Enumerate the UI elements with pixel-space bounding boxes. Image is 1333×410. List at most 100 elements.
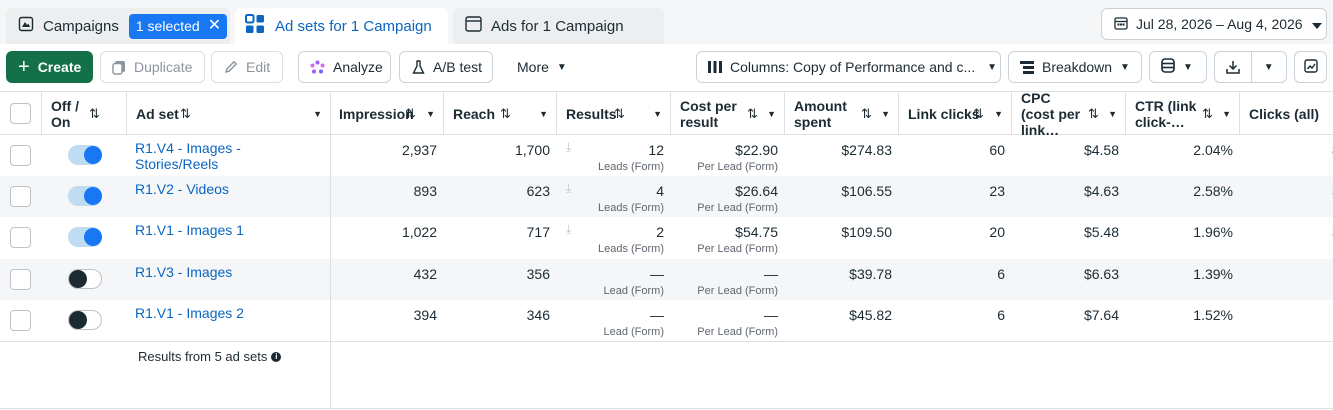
info-icon[interactable]: i <box>271 351 282 362</box>
row-checkbox[interactable] <box>10 186 31 208</box>
sort-icon[interactable]: ⇅ <box>861 105 872 121</box>
download-leads-icon[interactable]: ⤓ <box>566 181 572 196</box>
cell-value: 1,022 <box>401 224 437 241</box>
select-all-checkbox[interactable] <box>10 103 31 124</box>
chevron-down-icon: ▼ <box>1120 61 1130 73</box>
row-checkbox[interactable] <box>10 145 31 166</box>
row-checkbox[interactable] <box>10 227 31 249</box>
chevron-down-icon[interactable]: ▼ <box>1250 52 1287 82</box>
chevron-down-icon[interactable]: ▼ <box>1222 108 1231 119</box>
cell-value: 6 <box>997 306 1005 323</box>
chevron-down-icon[interactable]: ▼ <box>767 108 776 119</box>
sort-icon[interactable]: ⇅ <box>405 105 416 121</box>
toolbar: + Create Duplicate Edit Analyze A/B test… <box>0 44 1333 92</box>
sort-icon[interactable]: ⇅ <box>614 105 625 121</box>
header-results[interactable]: Results ⇅ ▼ <box>557 92 671 135</box>
cell-impressions: 893 <box>330 176 437 217</box>
chevron-down-icon[interactable]: ▼ <box>653 108 662 119</box>
breakdown-dropdown[interactable]: Breakdown ▼ <box>1008 51 1142 83</box>
create-label: Create <box>37 59 82 75</box>
cell-spent: $106.55 <box>785 176 892 217</box>
table-row[interactable]: R1.V3 - Images 432 356 — Lead (Form) — Per Lea… <box>0 258 1333 300</box>
chevron-down-icon[interactable]: ▼ <box>426 108 435 119</box>
header-impressions[interactable]: Impression ⇅ ▼ <box>330 92 444 135</box>
analyze-button[interactable]: Analyze <box>298 51 391 83</box>
chevron-down-icon: ▼ <box>987 61 998 73</box>
cell-value: 346 <box>526 306 550 323</box>
header-results-label: Results <box>566 105 617 122</box>
delivery-toggle[interactable] <box>68 268 102 289</box>
header-cost-per-result[interactable]: Cost per result ⇅ ▼ <box>671 92 785 135</box>
download-leads-icon[interactable]: ⤓ <box>566 222 572 237</box>
header-link-clicks[interactable]: Link clicks ⇅ ▼ <box>899 92 1012 135</box>
header-clicks-all[interactable]: Clicks (all) <box>1240 92 1333 135</box>
chevron-down-icon[interactable]: ▼ <box>313 108 322 119</box>
chevron-down-icon[interactable]: ▼ <box>881 108 890 119</box>
view-options-dropdown[interactable]: ▼ <box>1149 51 1207 83</box>
cell-value: $22.90 <box>735 142 778 158</box>
edit-button[interactable]: Edit <box>211 51 283 83</box>
ab-test-button[interactable]: A/B test <box>399 51 493 83</box>
adset-name-link[interactable]: R1.V4 - Images - Stories/Reels <box>135 140 241 172</box>
header-ad-set[interactable]: Ad set ⇅ ▼ <box>127 92 331 135</box>
cell-value: 2.58% <box>1193 183 1233 200</box>
sort-icon[interactable]: ⇅ <box>89 105 100 121</box>
date-range-picker[interactable]: Jul 28, 2026 – Aug 4, 2026 <box>1101 8 1327 40</box>
tab-campaigns[interactable]: Campaigns 1 selected ✕ <box>6 8 230 44</box>
sort-icon[interactable]: ⇅ <box>973 105 984 121</box>
results-summary-label: Results from 5 ad sets <box>138 349 268 364</box>
adset-name-link[interactable]: R1.V2 - Videos <box>135 181 229 198</box>
header-cpc-label: CPC (cost per link… <box>1021 89 1081 138</box>
clear-selection-icon[interactable]: ✕ <box>207 17 222 34</box>
cell-clicks-all: 3 <box>1240 217 1333 258</box>
duplicate-label: Duplicate <box>134 59 193 75</box>
sort-icon[interactable]: ⇅ <box>1202 105 1213 121</box>
selected-filter-pill[interactable]: 1 selected ✕ <box>128 13 228 39</box>
download-leads-icon[interactable]: ⤓ <box>566 140 572 154</box>
adset-name-link[interactable]: R1.V1 - Images 2 <box>135 304 244 321</box>
table-row[interactable]: R1.V1 - Images 1 ⤓ 1,022 717 2 Leads (Form) $5… <box>0 217 1333 258</box>
sort-icon[interactable]: ⇅ <box>1088 105 1099 121</box>
cell-subtext: Per Lead (Form) <box>697 243 778 256</box>
header-reach[interactable]: Reach ⇅ ▼ <box>444 92 557 135</box>
header-ctr[interactable]: CTR (link click-… ⇅ ▼ <box>1126 92 1240 135</box>
delivery-toggle[interactable] <box>68 227 102 248</box>
table-row[interactable]: R1.V1 - Images 2 394 346 — Lead (Form) — Per L… <box>0 300 1333 341</box>
delivery-toggle[interactable] <box>68 145 102 165</box>
table-row[interactable]: R1.V4 - Images - Stories/Reels ⤓ 2,937 1,70… <box>0 135 1333 176</box>
download-icon[interactable] <box>1215 52 1251 82</box>
table-row[interactable]: R1.V2 - Videos ⤓ 893 623 4 Leads (Form) $26.64… <box>0 176 1333 218</box>
sort-icon[interactable]: ⇅ <box>180 105 191 121</box>
breakdown-label: Breakdown <box>1042 59 1113 75</box>
adsets-table: Off / On ⇅ Ad set ⇅ ▼ Impression ⇅ ▼ Rea… <box>0 89 1333 410</box>
header-off-on[interactable]: Off / On ⇅ <box>42 92 127 135</box>
row-checkbox[interactable] <box>10 309 31 331</box>
header-amount-spent[interactable]: Amount spent ⇅ ▼ <box>785 92 899 135</box>
cell-reach: 717 <box>444 217 550 258</box>
selected-count: 1 selected <box>135 18 200 34</box>
cell-results: — Lead (Form) <box>557 300 664 341</box>
adset-name-link[interactable]: R1.V3 - Images <box>135 263 233 280</box>
tab-adsets[interactable]: Ad sets for 1 Campaign <box>235 8 448 44</box>
delivery-toggle[interactable] <box>68 309 102 330</box>
sort-icon[interactable]: ⇅ <box>500 105 511 121</box>
adset-name-link[interactable]: R1.V1 - Images 1 <box>135 222 244 239</box>
cell-subtext: Per Lead (Form) <box>697 202 778 215</box>
chevron-down-icon[interactable]: ▼ <box>539 108 548 119</box>
row-checkbox[interactable] <box>10 268 31 290</box>
columns-dropdown[interactable]: Columns: Copy of Performance and c... ▼ <box>696 51 1001 83</box>
header-cpc[interactable]: CPC (cost per link… ⇅ ▼ <box>1012 89 1126 138</box>
chevron-down-icon[interactable]: ▼ <box>1108 108 1117 119</box>
cell-ctr: 2.58% <box>1126 176 1233 217</box>
create-button[interactable]: + Create <box>6 51 93 83</box>
reports-button[interactable] <box>1294 51 1327 83</box>
header-clicks-all-label: Clicks (all) <box>1249 105 1320 122</box>
chevron-down-icon[interactable]: ▼ <box>994 108 1003 119</box>
tab-ads[interactable]: Ads for 1 Campaign <box>453 8 664 44</box>
more-button[interactable]: More ▼ <box>503 51 581 83</box>
delivery-toggle[interactable] <box>68 186 102 207</box>
duplicate-button[interactable]: Duplicate <box>100 51 205 83</box>
adsets-grid-icon <box>245 14 265 38</box>
cell-value: — <box>650 265 664 282</box>
sort-icon[interactable]: ⇅ <box>747 105 758 121</box>
